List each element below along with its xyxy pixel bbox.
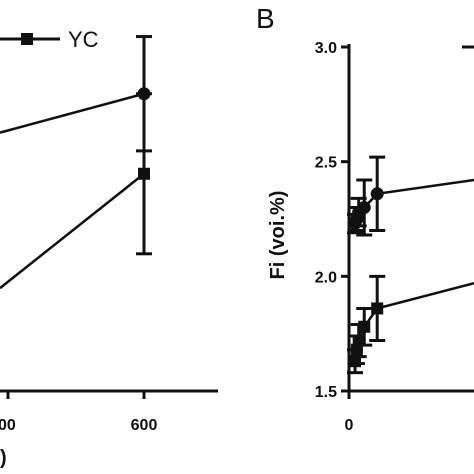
data-point-circle xyxy=(370,187,384,201)
series-line-circle xyxy=(353,178,474,225)
panel-b-y-tick-label: 3.0 xyxy=(315,40,337,57)
data-point-square xyxy=(138,167,150,180)
panel-a-x-tick-label: 600 xyxy=(131,417,158,434)
panel-letter-b: B xyxy=(256,3,275,34)
series-line-circle xyxy=(0,92,145,134)
panel-b-y-tick-label: 2.5 xyxy=(315,155,337,172)
panel-a-x-tick-label: 00 xyxy=(0,417,16,434)
panel-b-x-tick-label: 0 xyxy=(345,417,354,434)
panel-b-y-axis-title: Fi (voi.%) xyxy=(267,191,289,280)
data-point-square xyxy=(350,343,363,356)
panel-b: B 1.5 2.0 2.5 3.0 0 Fi (voi.%) xyxy=(256,3,474,434)
legend-label-yc: YC xyxy=(68,27,99,52)
panel-a-x-axis-title-fragment: ) xyxy=(0,447,7,469)
data-point-circle xyxy=(357,201,371,215)
series-line-square xyxy=(353,282,474,362)
panel-b-y-tick-label: 1.5 xyxy=(315,384,337,401)
data-point-square xyxy=(352,334,365,347)
panel-a: 00 600) YC xyxy=(0,27,218,469)
legend-marker-yc xyxy=(21,33,33,45)
panel-b-y-tick-label: 2.0 xyxy=(315,269,337,286)
data-point-square xyxy=(358,320,371,333)
data-point-square xyxy=(371,302,384,315)
data-point-square xyxy=(349,355,361,368)
series-line-square xyxy=(0,172,145,290)
